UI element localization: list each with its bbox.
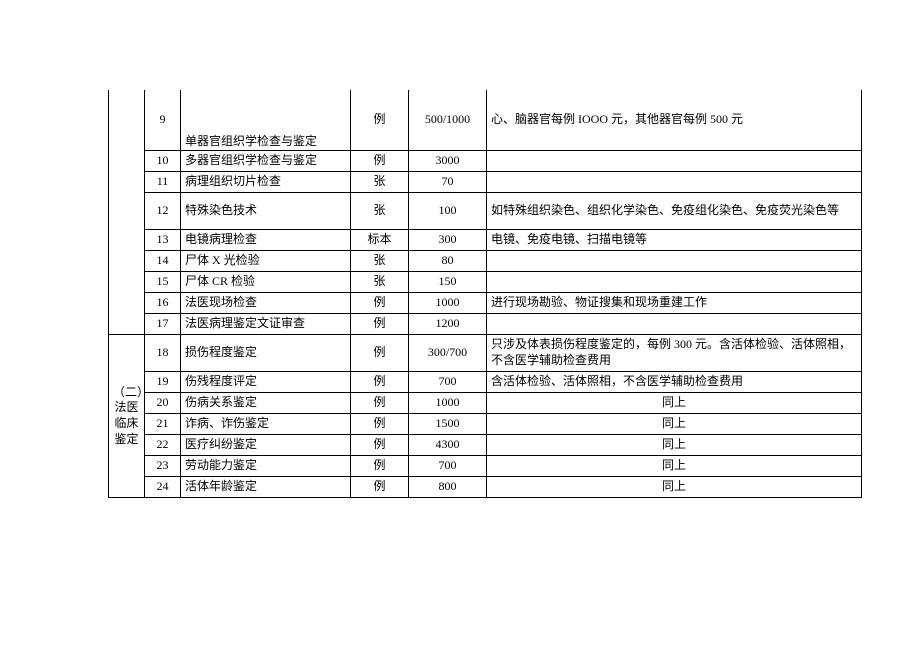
table-row: 19伤残程度评定例700含活体检验、活体照相，不含医学辅助检查费用 — [109, 372, 862, 393]
table-row: 22医疗纠纷鉴定例4300同上 — [109, 435, 862, 456]
item-note: 同上 — [487, 435, 862, 456]
item-name: 法医现场检查 — [181, 293, 351, 314]
table-row: 15尸体 CR 检验张150 — [109, 272, 862, 293]
table-row: 11病理组织切片检查张70 — [109, 172, 862, 193]
item-name: 法医病理鉴定文证审查 — [181, 314, 351, 335]
item-price: 3000 — [409, 151, 487, 172]
item-note — [487, 172, 862, 193]
row-number: 12 — [145, 193, 181, 230]
item-note — [487, 151, 862, 172]
item-unit: 例 — [351, 414, 409, 435]
row-number: 24 — [145, 477, 181, 498]
category-cell: （二）法医临床鉴定 — [109, 335, 145, 498]
item-name: 损伤程度鉴定 — [181, 335, 351, 372]
item-price: 70 — [409, 172, 487, 193]
item-note: 含活体检验、活体照相，不含医学辅助检查费用 — [487, 372, 862, 393]
item-name: 单器官组织学检查与鉴定 — [181, 90, 351, 151]
item-unit: 例 — [351, 435, 409, 456]
item-unit: 例 — [351, 372, 409, 393]
item-price: 1200 — [409, 314, 487, 335]
item-unit: 例 — [351, 90, 409, 151]
row-number: 21 — [145, 414, 181, 435]
item-price: 300/700 — [409, 335, 487, 372]
item-price: 1000 — [409, 293, 487, 314]
item-unit: 张 — [351, 251, 409, 272]
item-note: 电镜、免疫电镜、扫描电镜等 — [487, 230, 862, 251]
item-note: 心、脑器官每例 IOOO 元，其他器官每例 500 元 — [487, 90, 862, 151]
row-number: 20 — [145, 393, 181, 414]
item-name: 伤残程度评定 — [181, 372, 351, 393]
item-price: 80 — [409, 251, 487, 272]
item-price: 700 — [409, 372, 487, 393]
item-unit: 标本 — [351, 230, 409, 251]
item-unit: 张 — [351, 172, 409, 193]
row-number: 15 — [145, 272, 181, 293]
item-note: 只涉及体表损伤程度鉴定的，每例 300 元。含活体检验、活体照相，不含医学辅助检… — [487, 335, 862, 372]
item-unit: 张 — [351, 272, 409, 293]
item-note: 同上 — [487, 456, 862, 477]
item-name: 尸体 X 光检验 — [181, 251, 351, 272]
item-price: 100 — [409, 193, 487, 230]
item-name: 活体年龄鉴定 — [181, 477, 351, 498]
table-row: 9单器官组织学检查与鉴定例500/1000心、脑器官每例 IOOO 元，其他器官… — [109, 90, 862, 151]
row-number: 10 — [145, 151, 181, 172]
item-unit: 例 — [351, 335, 409, 372]
pricing-table: 9单器官组织学检查与鉴定例500/1000心、脑器官每例 IOOO 元，其他器官… — [108, 90, 862, 498]
item-note: 进行现场勘验、物证搜集和现场重建工作 — [487, 293, 862, 314]
item-price: 150 — [409, 272, 487, 293]
item-unit: 例 — [351, 456, 409, 477]
item-unit: 例 — [351, 477, 409, 498]
row-number: 22 — [145, 435, 181, 456]
item-note: 同上 — [487, 477, 862, 498]
table-row: 10多器官组织学检查与鉴定例3000 — [109, 151, 862, 172]
item-note — [487, 314, 862, 335]
row-number: 18 — [145, 335, 181, 372]
item-price: 300 — [409, 230, 487, 251]
row-number: 16 — [145, 293, 181, 314]
item-unit: 例 — [351, 314, 409, 335]
item-unit: 张 — [351, 193, 409, 230]
table-row: 24活体年龄鉴定例800同上 — [109, 477, 862, 498]
item-note: 同上 — [487, 414, 862, 435]
table-row: 14尸体 X 光检验张80 — [109, 251, 862, 272]
item-unit: 例 — [351, 151, 409, 172]
row-number: 14 — [145, 251, 181, 272]
item-price: 1500 — [409, 414, 487, 435]
table-row: 21诈病、诈伤鉴定例1500同上 — [109, 414, 862, 435]
category-cell — [109, 90, 145, 335]
row-number: 19 — [145, 372, 181, 393]
item-price: 700 — [409, 456, 487, 477]
row-number: 13 — [145, 230, 181, 251]
row-number: 23 — [145, 456, 181, 477]
item-name: 劳动能力鉴定 — [181, 456, 351, 477]
table-row: 16法医现场检查例1000进行现场勘验、物证搜集和现场重建工作 — [109, 293, 862, 314]
item-price: 4300 — [409, 435, 487, 456]
item-name: 医疗纠纷鉴定 — [181, 435, 351, 456]
row-number: 17 — [145, 314, 181, 335]
item-name: 电镜病理检查 — [181, 230, 351, 251]
row-number: 9 — [145, 90, 181, 151]
item-note: 同上 — [487, 393, 862, 414]
item-price: 1000 — [409, 393, 487, 414]
item-name: 多器官组织学检查与鉴定 — [181, 151, 351, 172]
item-price: 800 — [409, 477, 487, 498]
item-note — [487, 251, 862, 272]
item-unit: 例 — [351, 393, 409, 414]
item-note — [487, 272, 862, 293]
table-row: 20伤病关系鉴定例1000同上 — [109, 393, 862, 414]
table-row: 13电镜病理检查标本300电镜、免疫电镜、扫描电镜等 — [109, 230, 862, 251]
item-note: 如特殊组织染色、组织化学染色、免疫组化染色、免疫荧光染色等 — [487, 193, 862, 230]
row-number: 11 — [145, 172, 181, 193]
table-row: 23劳动能力鉴定例700同上 — [109, 456, 862, 477]
item-name: 伤病关系鉴定 — [181, 393, 351, 414]
item-name: 特殊染色技术 — [181, 193, 351, 230]
table-row: （二）法医临床鉴定18损伤程度鉴定例300/700只涉及体表损伤程度鉴定的，每例… — [109, 335, 862, 372]
table-row: 12特殊染色技术张100如特殊组织染色、组织化学染色、免疫组化染色、免疫荧光染色… — [109, 193, 862, 230]
item-unit: 例 — [351, 293, 409, 314]
item-name: 诈病、诈伤鉴定 — [181, 414, 351, 435]
item-name: 尸体 CR 检验 — [181, 272, 351, 293]
item-name: 病理组织切片检查 — [181, 172, 351, 193]
item-price: 500/1000 — [409, 90, 487, 151]
table-row: 17法医病理鉴定文证审查例1200 — [109, 314, 862, 335]
